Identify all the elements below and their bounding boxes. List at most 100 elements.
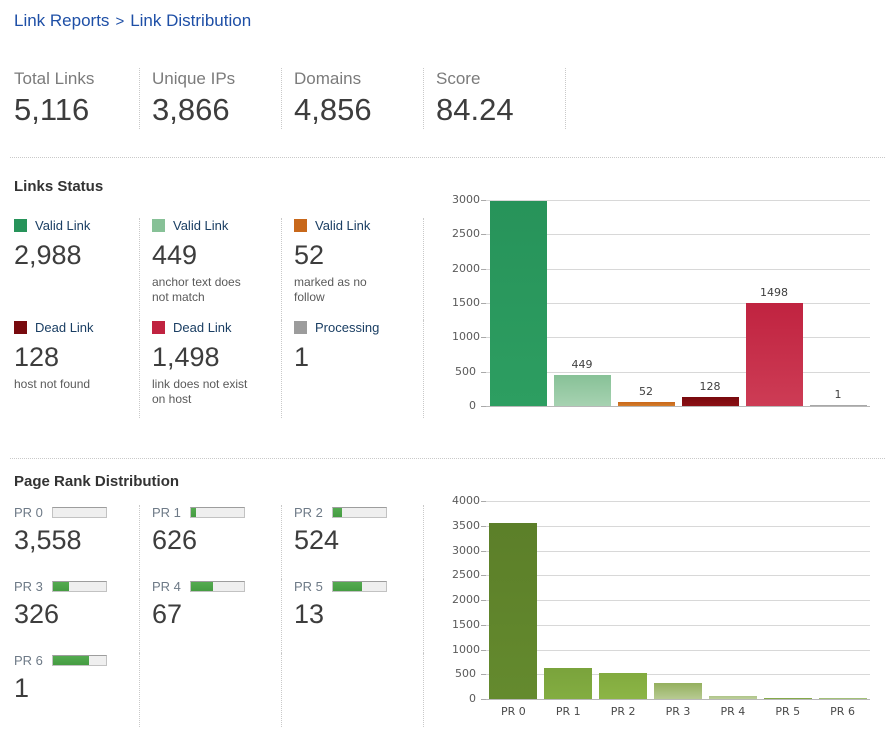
gridline [486, 600, 870, 601]
x-axis-label: PR 0 [501, 705, 526, 718]
gray-swatch-icon [294, 321, 307, 334]
y-axis-tick [481, 337, 486, 339]
bar-value-label: 128 [699, 380, 721, 394]
pr-label: PR 3 [14, 579, 43, 594]
legend-label: Valid Link [315, 218, 371, 233]
y-axis-label: 1000 [452, 330, 480, 344]
pr-meter [331, 581, 387, 592]
legend-dead-link-missing: Dead Link 1,498 link does not exist on h… [140, 320, 282, 418]
legend-label: Processing [315, 320, 380, 335]
x-axis-label: PR 2 [610, 705, 636, 718]
bar [489, 200, 547, 406]
green-swatch-icon [14, 219, 27, 232]
bar [553, 375, 611, 406]
y-axis-tick [481, 674, 486, 676]
stat-label: Score [436, 69, 481, 88]
bar [809, 405, 867, 406]
y-axis-tick [481, 268, 486, 270]
bar [745, 303, 803, 406]
legend-value: 52 [294, 240, 325, 270]
y-axis-tick [481, 649, 486, 651]
y-axis-tick [481, 624, 486, 626]
pr-value: 3,558 [14, 525, 82, 555]
bar-value-label: 449 [571, 358, 593, 372]
y-axis-tick [481, 550, 486, 552]
stat-label: Total Links [14, 69, 95, 88]
y-axis-tick [481, 371, 486, 373]
pr-meter-fill [190, 508, 197, 517]
pr-label: PR 1 [152, 505, 181, 520]
y-axis-tick [481, 575, 486, 577]
gridline [486, 525, 870, 527]
bar [599, 673, 648, 699]
legend-value: 2,988 [14, 240, 82, 270]
pr-label: PR 6 [14, 653, 43, 668]
gridline [486, 406, 870, 407]
stat-value: 3,866 [152, 92, 230, 127]
stat-total-links: Total Links 5,116 [14, 68, 140, 129]
pr-meter-fill [332, 508, 343, 517]
gridline [486, 268, 870, 270]
pr-label: PR 0 [14, 505, 43, 520]
legend-label: Dead Link [173, 320, 232, 335]
y-axis-label: 0 [469, 399, 476, 412]
pr-meter-fill [332, 582, 363, 591]
y-axis-tick [481, 200, 486, 201]
x-axis-label: PR 4 [720, 705, 746, 718]
x-axis-label: PR 3 [665, 705, 691, 718]
pr-value: 326 [14, 599, 60, 629]
legend-label: Dead Link [35, 320, 94, 335]
section-divider [10, 157, 885, 158]
legend-valid-link-nofollow: Valid Link 52 marked as no follow [282, 218, 424, 320]
y-axis-tick [481, 600, 486, 601]
y-axis-tick [481, 303, 486, 304]
y-axis-label: 2500 [452, 568, 480, 582]
pr-meter [189, 581, 245, 592]
y-axis-label: 4000 [452, 494, 480, 507]
bar [763, 698, 812, 699]
stat-value: 84.24 [436, 92, 514, 127]
pr-6-cell: PR 6 1 [14, 653, 140, 727]
y-axis-label: 1500 [452, 296, 480, 309]
pr-4-cell: PR 4 67 [140, 579, 282, 653]
y-axis-label: 3000 [452, 193, 480, 206]
page-rank-grid: PR 0 3,558 PR 1 626 PR 2 524 [14, 505, 895, 727]
pr-value: 524 [294, 525, 340, 555]
light-green-swatch-icon [152, 219, 165, 232]
legend-processing: Processing 1 [282, 320, 424, 418]
legend-value: 449 [152, 240, 198, 270]
breadcrumb-link-reports[interactable]: Link Reports [14, 11, 110, 30]
breadcrumb-link-distribution[interactable]: Link Distribution [130, 11, 252, 30]
legend-caption: link does not exist on host [152, 377, 248, 406]
bar [654, 682, 702, 699]
legend-caption: marked as no follow [294, 275, 367, 304]
pr-1-cell: PR 1 626 [140, 505, 282, 579]
pr-value: 626 [152, 525, 198, 555]
stat-label: Unique IPs [152, 69, 236, 88]
pr-label: PR 4 [152, 579, 181, 594]
pr-meter-fill [52, 656, 89, 665]
gridline [486, 337, 870, 339]
y-axis-label: 500 [455, 667, 476, 681]
y-axis-label: 1500 [452, 617, 480, 631]
y-axis-label: 3500 [452, 518, 480, 532]
y-axis-tick [481, 406, 486, 407]
links-status-chart: 0 500 1000 1500 2000 2500 3000 449 52 128 1498 1 [452, 186, 892, 426]
bar [708, 695, 757, 699]
y-axis-label: 1000 [452, 642, 480, 656]
pr-label: PR 2 [294, 505, 323, 520]
pr-0-cell: PR 0 3,558 [14, 505, 140, 579]
bar-value-label: 52 [639, 385, 653, 399]
y-axis-label: 500 [455, 364, 476, 378]
links-status-section: Links Status Valid Link 2,988 Valid Link… [0, 158, 895, 458]
gridline [486, 624, 870, 626]
pr-5-cell: PR 5 13 [282, 579, 424, 653]
x-axis-label: PR 5 [775, 705, 801, 718]
pr-meter [51, 507, 107, 518]
pr-meter [51, 655, 107, 666]
page-rank-chart: 0 500 1000 1500 2000 2500 3000 3500 4000 PR 0 PR 1… [452, 487, 892, 722]
legend-dead-link-host: Dead Link 128 host not found [14, 320, 140, 418]
pr-meter [189, 507, 245, 518]
y-axis-tick [481, 501, 486, 502]
